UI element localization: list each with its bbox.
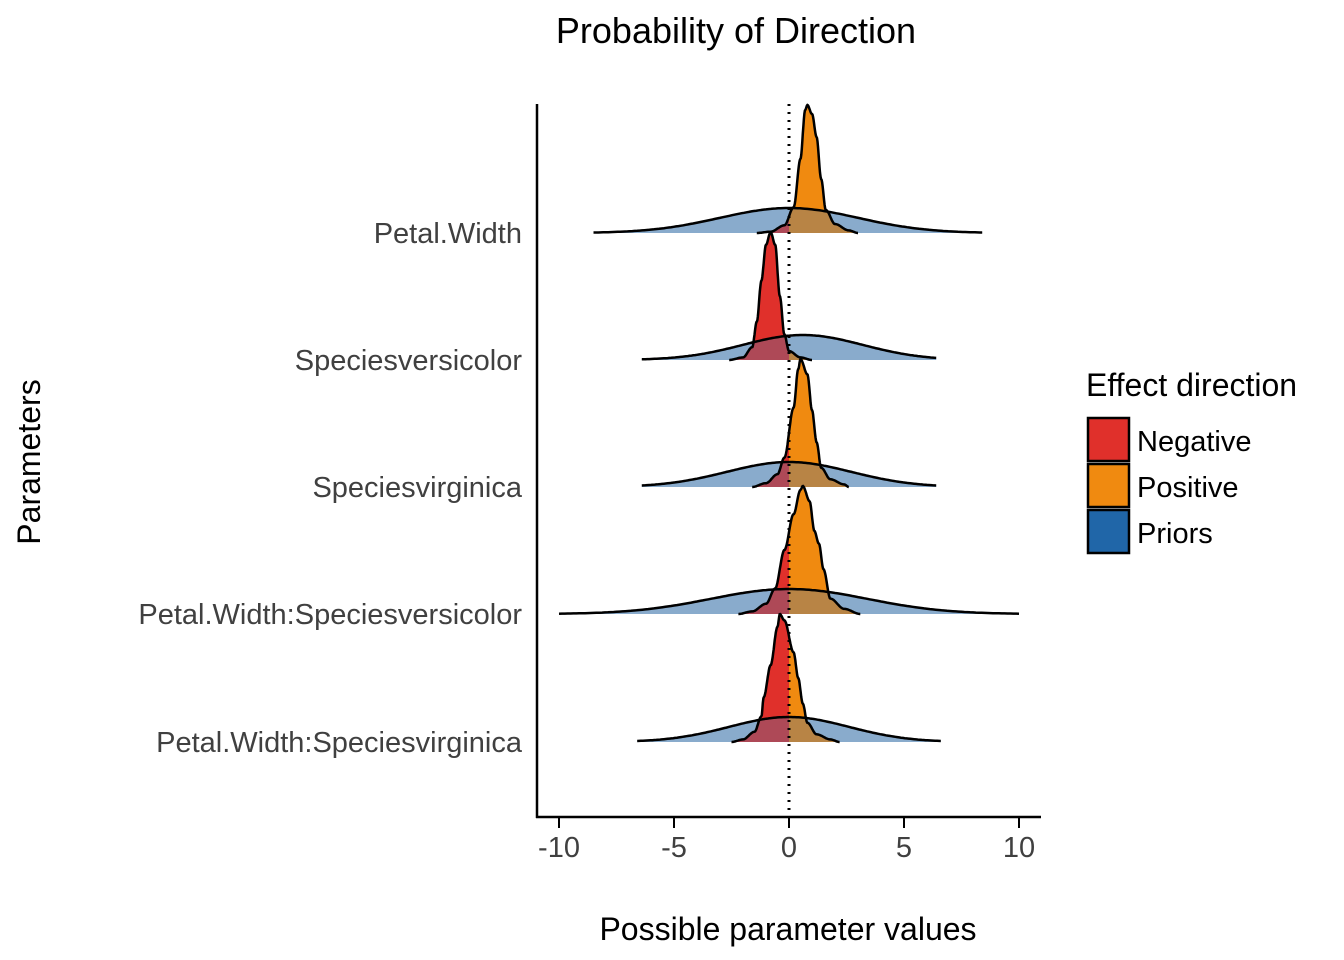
prior-outline [641, 460, 937, 487]
y-tick-label: Petal.Width [374, 218, 522, 250]
ridge-speciesvirginica [641, 357, 937, 489]
x-axis-title: Possible parameter values [599, 911, 976, 947]
legend-swatch-positive [1086, 462, 1131, 509]
legend-label-positive: Positive [1137, 472, 1239, 504]
posterior-positive-fill [789, 351, 812, 360]
posterior-negative-fill [729, 232, 789, 360]
x-tick-label: 10 [1003, 832, 1035, 864]
legend-title: Effect direction [1086, 367, 1297, 403]
prior-overlay [641, 462, 937, 487]
posterior-positive-fill [789, 636, 840, 742]
prior-outline [641, 333, 937, 361]
prior-outline [558, 587, 1020, 615]
posterior-negative-fill [756, 216, 789, 233]
x-tick-label: 5 [896, 832, 912, 864]
legend-swatch-priors [1086, 508, 1131, 555]
prior-overlay [641, 335, 937, 360]
posterior-outline [756, 103, 858, 235]
legend: Effect direction Negative Positive Priors [1086, 367, 1297, 555]
y-tick-label: Speciesversicolor [295, 345, 523, 377]
x-tick-label: -10 [538, 832, 580, 864]
y-tick-label: Petal.Width:Speciesversicolor [138, 599, 522, 631]
x-axis-ticks: -10 -5 0 5 10 [538, 818, 1035, 864]
chart-title: Probability of Direction [556, 10, 916, 51]
posterior-outline [738, 484, 861, 616]
posterior-positive-fill [789, 105, 858, 233]
legend-swatch-negative [1086, 416, 1131, 463]
ridge-speciesversicolor [641, 230, 937, 362]
y-axis-labels: Petal.Width Speciesversicolor Speciesvirgi… [138, 218, 522, 759]
posterior-outline [729, 230, 812, 362]
x-tick-label: 0 [781, 832, 797, 864]
posterior-positive-fill [789, 486, 861, 614]
y-tick-label: Speciesvirginica [312, 472, 522, 504]
x-tick-label: -5 [661, 832, 687, 864]
prior-outline [637, 715, 941, 743]
posterior-positive-fill [789, 359, 849, 487]
legend-label-priors: Priors [1137, 518, 1213, 550]
posterior-negative-fill [738, 532, 789, 614]
y-tick-label: Petal.Width:Speciesvirginica [156, 727, 523, 759]
ridges-group [558, 103, 1020, 744]
legend-label-negative: Negative [1137, 426, 1251, 458]
y-axis-title: Parameters [11, 379, 47, 544]
posterior-outline [752, 357, 850, 489]
prior-density-fill [641, 335, 937, 360]
posterior-outline [731, 612, 840, 744]
